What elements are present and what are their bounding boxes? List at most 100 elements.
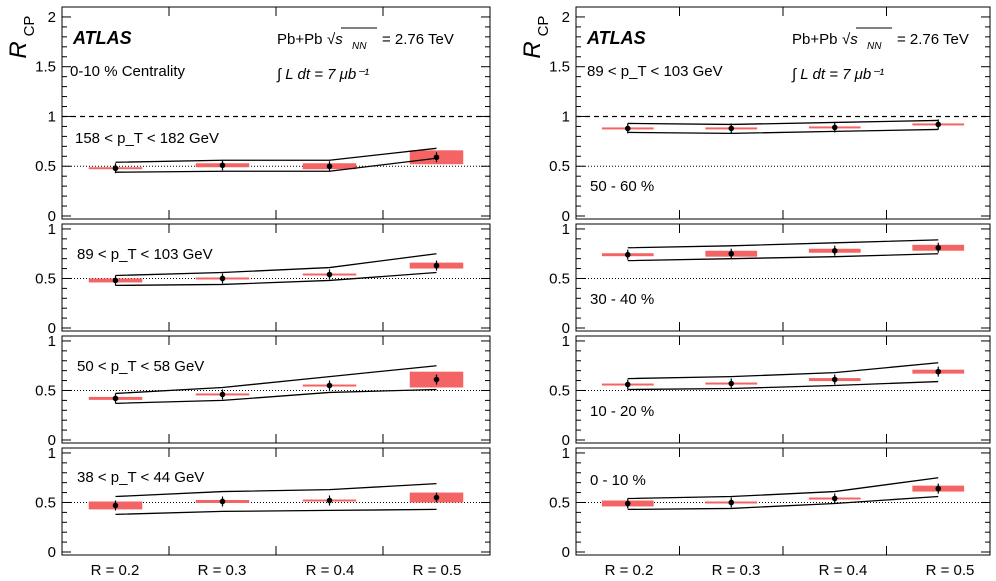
y-tick-label: 1 — [562, 108, 570, 125]
data-point — [831, 376, 838, 383]
y-tick-label: 0.5 — [549, 494, 570, 511]
data-point — [326, 163, 333, 170]
energy-label-right: Pb+Pb √s NN = 2.76 TeV — [792, 27, 969, 52]
panel-label-right-1: 50 - 60 % — [590, 178, 654, 195]
data-point — [728, 380, 735, 387]
data-point — [112, 502, 119, 509]
y-tick-label: 1.5 — [35, 59, 56, 76]
panel-label-right-2: 30 - 40 % — [590, 291, 654, 308]
y-tick-label: 1 — [48, 108, 56, 125]
x-tick-label: R = 0.2 — [91, 562, 140, 579]
band-upper-line — [627, 119, 939, 126]
y-tick-label: 0 — [562, 208, 570, 225]
x-tick-labels-left: R = 0.2 R = 0.3 R = 0.4 R = 0.5 — [91, 562, 462, 579]
centrality-label-left: 0-10 % Centrality — [70, 63, 186, 80]
sqrt-sub-left: NN — [352, 41, 367, 52]
y-tick-label: 0 — [562, 544, 570, 561]
data-point — [935, 485, 942, 492]
band-lower-line — [627, 253, 939, 262]
data-point — [624, 125, 631, 132]
pt-range-right: 89 < p_T < 103 GeV — [587, 63, 723, 80]
data-point — [112, 277, 119, 284]
panel-label-left-3: 50 < p_T < 58 GeV — [77, 358, 204, 375]
y-tick-label: 0.5 — [35, 382, 56, 399]
atlas-label-right: ATLAS — [586, 28, 646, 48]
band-lower-line — [115, 157, 437, 173]
data-point — [433, 376, 440, 383]
chart-panel-right-4: 00.51 — [549, 445, 991, 561]
chart-panel-left-4: 00.51 — [35, 445, 491, 561]
chart-panel-right-3: 00.51 — [549, 333, 991, 449]
y-tick-label: 0 — [48, 432, 56, 449]
data-point — [219, 391, 226, 398]
y-tick-label: 1 — [562, 333, 570, 350]
band-upper-line — [627, 362, 939, 380]
panel-label-right-4: 0 - 10 % — [590, 472, 646, 489]
data-point — [433, 154, 440, 161]
y-axis-title-sub-right: CP — [535, 16, 552, 37]
collision-label-left: Pb+Pb — [277, 31, 322, 48]
y-tick-label: 0.5 — [35, 270, 56, 287]
y-tick-label: 0.5 — [35, 158, 56, 175]
x-tick-label: R = 0.4 — [306, 562, 355, 579]
data-point — [728, 125, 735, 132]
band-lower-line — [627, 128, 939, 135]
band-upper-line — [115, 147, 437, 163]
panel-labels: 158 < p_T < 182 GeV 89 < p_T < 103 GeV 5… — [75, 130, 654, 489]
data-point — [219, 275, 226, 282]
chart-panel-left-1: 0 0.5 1 1.5 2 — [35, 6, 491, 225]
y-axis-title-sub: CP — [21, 16, 38, 37]
y-tick-label: 0 — [562, 320, 570, 337]
atlas-label-left: ATLAS — [72, 28, 132, 48]
data-point — [326, 382, 333, 389]
energy-value-right: = 2.76 TeV — [897, 31, 969, 48]
data-point — [935, 121, 942, 128]
lumi-label-right: ∫ L dt = 7 μb⁻¹ — [791, 66, 884, 83]
x-tick-label: R = 0.5 — [926, 562, 975, 579]
y-tick-label: 0.5 — [549, 382, 570, 399]
panel-label-left-4: 38 < p_T < 44 GeV — [77, 469, 204, 486]
chart-panel-left-3: 00.51 — [35, 333, 491, 449]
chart-panel-right-1: 0 0.5 1 1.5 2 — [549, 6, 991, 225]
panel-frame — [61, 223, 491, 332]
y-tick-label: 1 — [48, 333, 56, 350]
energy-value-left: = 2.76 TeV — [382, 31, 454, 48]
band-lower-line — [627, 380, 939, 391]
y-tick-label: 0.5 — [35, 494, 56, 511]
sqrt-s-left: √s — [327, 31, 343, 48]
band-lower-line — [115, 508, 437, 516]
x-tick-label: R = 0.4 — [819, 562, 868, 579]
panel-label-right-3: 10 - 20 % — [590, 403, 654, 420]
band-upper-line — [627, 477, 939, 500]
y-axis-title-r-right: R — [519, 41, 546, 58]
data-point — [326, 271, 333, 278]
y-tick-label: 1 — [48, 445, 56, 462]
x-tick-label: R = 0.2 — [605, 562, 654, 579]
energy-label-left: Pb+Pb √s NN = 2.76 TeV — [277, 27, 454, 52]
panels-layer: 00.511.5200.5100.5100.5100.511.5200.5100… — [35, 6, 991, 561]
data-point — [728, 250, 735, 257]
chart-panel-right-2: 00.51 — [549, 221, 991, 337]
y-tick-label: 0 — [562, 432, 570, 449]
data-point — [219, 162, 226, 169]
data-point — [624, 381, 631, 388]
data-point — [935, 244, 942, 251]
band-upper-line — [627, 239, 939, 249]
sqrt-s-right: √s — [842, 31, 858, 48]
pt-label-right: 89 < p_T < 103 GeV — [587, 63, 723, 80]
chart-panel-left-2: 00.51 — [35, 221, 491, 337]
panel-label-left-1: 158 < p_T < 182 GeV — [75, 130, 219, 147]
data-point — [219, 498, 226, 505]
data-point — [112, 395, 119, 402]
x-tick-label: R = 0.3 — [712, 562, 761, 579]
y-tick-label: 0.5 — [549, 270, 570, 287]
band-lower-line — [115, 271, 437, 287]
y-axis-title-left: R CP — [5, 16, 38, 59]
data-point — [831, 495, 838, 502]
band-lower-line — [627, 495, 939, 511]
sqrt-sub-right: NN — [867, 41, 882, 52]
collision-label-right: Pb+Pb — [792, 31, 837, 48]
y-tick-label: 2 — [562, 9, 570, 26]
data-point — [935, 368, 942, 375]
